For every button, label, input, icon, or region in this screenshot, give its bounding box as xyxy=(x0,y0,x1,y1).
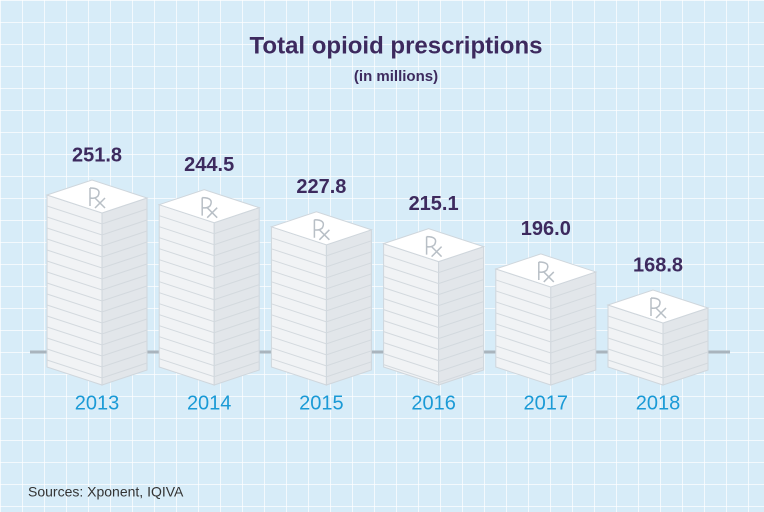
chart-title: Total opioid prescriptions xyxy=(250,32,543,59)
paper-stack xyxy=(159,190,259,385)
x-tick-label: 2018 xyxy=(636,392,681,414)
x-tick-label: 2016 xyxy=(411,392,456,414)
value-label: 215.1 xyxy=(409,193,459,215)
value-label: 168.8 xyxy=(633,254,683,276)
x-tick-label: 2015 xyxy=(299,392,344,414)
paper-stack xyxy=(47,180,147,385)
source-note: Sources: Xponent, IQIVA xyxy=(28,484,184,500)
page: Total opioid prescriptions (in millions)… xyxy=(0,0,764,512)
stack-right-face xyxy=(102,198,147,385)
stack-left-face xyxy=(47,195,102,385)
value-label: 251.8 xyxy=(72,144,122,166)
value-label: 196.0 xyxy=(521,218,571,240)
paper-stack xyxy=(271,212,371,385)
stack-left-face xyxy=(159,205,214,385)
value-label: 227.8 xyxy=(296,176,346,198)
x-tick-label: 2017 xyxy=(524,392,569,414)
x-tick-label: 2014 xyxy=(187,392,232,414)
paper-stack xyxy=(496,254,596,385)
x-tick-label: 2013 xyxy=(75,392,120,414)
paper-stack xyxy=(384,229,484,385)
chart-subtitle: (in millions) xyxy=(354,68,438,85)
paper-stack xyxy=(608,290,708,385)
value-label: 244.5 xyxy=(184,154,234,176)
chart: Total opioid prescriptions (in millions)… xyxy=(0,0,764,512)
